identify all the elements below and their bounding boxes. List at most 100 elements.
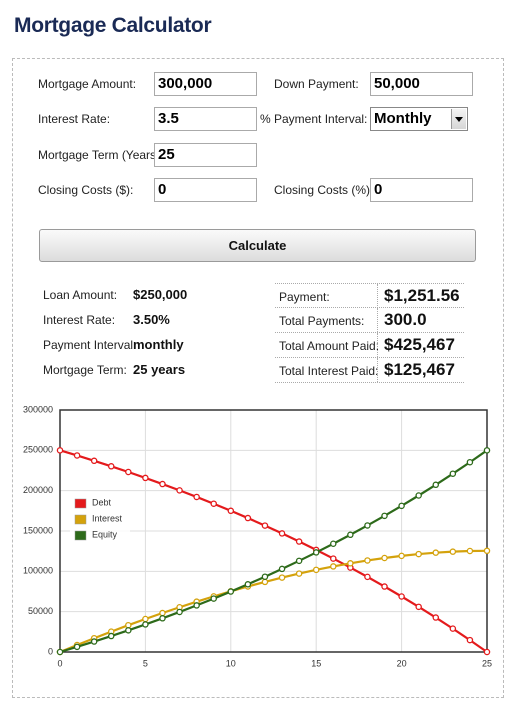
y-tick-label: 0 [48,646,53,656]
data-point [483,648,491,656]
x-tick-label: 25 [482,658,492,668]
data-point [364,573,371,581]
data-point [415,492,422,499]
legend-swatch [74,530,87,541]
x-tick-label: 10 [226,658,236,668]
calculator-panel [12,58,504,698]
data-point [73,452,81,459]
data-point [483,547,491,555]
data-point [449,625,457,632]
data-point [244,581,252,588]
summary-value: monthly [133,337,184,352]
data-point [227,507,235,515]
text-input[interactable]: 300,000 [154,72,257,96]
data-point [364,522,371,529]
data-point [432,481,440,489]
field-label: Closing Costs ($): [38,183,134,197]
data-point [142,621,149,628]
y-tick-label: 150000 [23,525,53,535]
text-input[interactable]: 25 [154,143,257,167]
totals-label: Payment: [279,290,330,304]
data-point [142,474,149,482]
data-point [193,493,200,501]
data-point [398,502,405,510]
y-tick-label: 250000 [23,445,53,455]
data-point [347,531,354,539]
legend: Debt Interest Equity [70,495,130,551]
data-point [278,565,286,573]
text-input[interactable]: 0 [154,178,257,202]
totals-value: $1,251.56 [377,284,460,308]
field-label: Interest Rate: [38,112,111,126]
data-point [73,643,81,651]
summary-label: Mortgage Term: [43,363,127,377]
data-point [278,530,286,537]
unit-label: % [260,112,271,126]
data-point [56,648,64,656]
summary-value: 3.50% [133,312,170,327]
data-point [381,512,388,520]
text-input[interactable]: 0 [370,178,473,202]
data-point [432,549,440,556]
select-input[interactable]: Monthly [370,107,468,131]
data-point [466,636,474,644]
text-input[interactable]: 50,000 [370,72,473,96]
data-point [125,627,132,634]
summary-label: Payment Interval: [43,338,137,352]
select-arrow [451,109,466,129]
totals-label: Total Payments: [279,314,365,328]
field-label: Payment Interval: [274,112,368,126]
legend-swatch [74,498,87,509]
text-input[interactable]: 3.5 [154,107,257,131]
data-point [227,588,235,595]
y-tick-label: 200000 [23,485,53,495]
data-point [466,547,474,555]
data-point [312,566,320,574]
data-point [159,609,166,617]
data-point [483,447,491,454]
legend-label: Debt [92,497,112,507]
legend-label: Equity [92,529,118,539]
data-point [278,574,286,581]
data-point [90,638,98,645]
data-point [159,615,166,622]
field-label: Mortgage Term (Years) [38,148,161,162]
summary-value: $250,000 [133,287,188,302]
data-point [381,554,388,562]
data-point [142,615,149,623]
data-point [125,468,132,476]
data-point [398,593,405,600]
data-point [449,548,457,555]
x-tick-label: 5 [143,658,148,668]
data-point [330,540,337,548]
data-point [330,563,337,570]
data-point [107,632,115,640]
data-point [449,470,457,477]
totals-value: $425,467 [377,333,455,357]
data-point [432,614,440,621]
data-point [210,500,217,507]
data-point [210,595,217,602]
select-value: Monthly [374,110,432,127]
data-point [415,550,422,558]
totals-value: 300.0 [377,308,427,332]
chart: 0 50000 100000 150000 200000 250000 300000 0 5 10… [23,404,492,668]
totals-label: Total Interest Paid: [279,364,379,378]
data-point [295,538,303,545]
totals-row: Payment: $1,251.56 [275,283,464,308]
x-tick-label: 0 [57,658,62,668]
calculate-button[interactable]: Calculate [39,229,476,262]
totals-label: Total Amount Paid: [279,339,380,353]
totals-value: $125,467 [377,358,455,382]
totals-row: Total Interest Paid: $125,467 [275,358,464,383]
data-point [261,578,269,586]
x-tick-label: 15 [311,658,321,668]
data-point [295,557,303,565]
data-point [261,522,269,529]
summary-label: Interest Rate: [43,313,116,327]
data-point [244,514,252,522]
data-point [381,583,388,590]
plot-border [59,409,488,653]
data-point [364,557,371,564]
